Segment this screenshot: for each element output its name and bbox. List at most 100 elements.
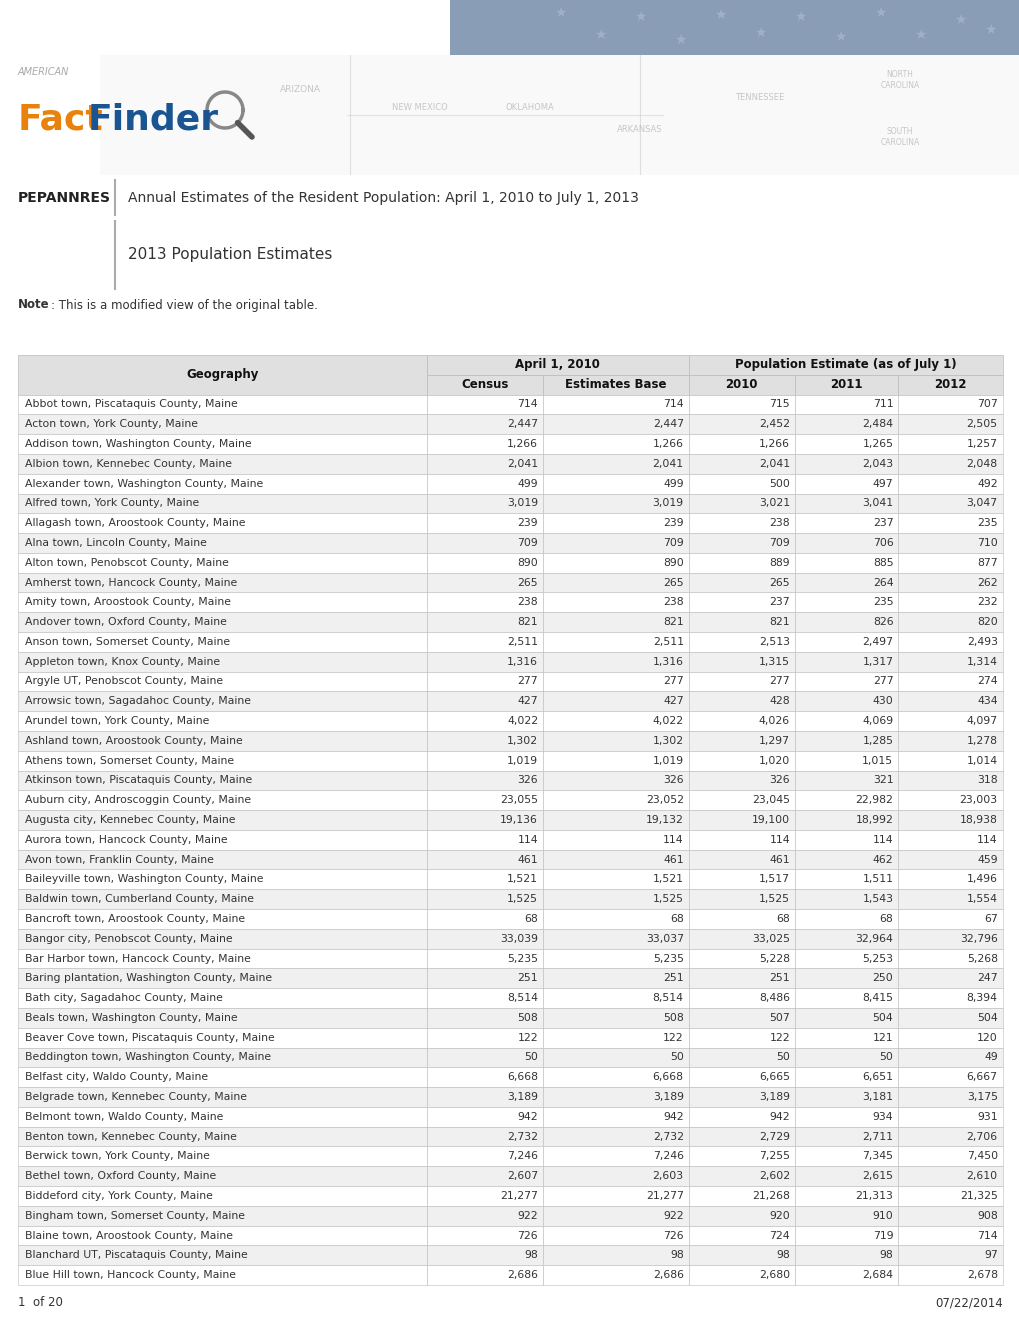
Bar [542,692,688,711]
Text: Andover town, Oxford County, Maine: Andover town, Oxford County, Maine [25,618,227,627]
Text: 264: 264 [872,578,893,587]
Text: 22,982: 22,982 [855,795,893,805]
Text: 2,706: 2,706 [966,1131,997,1142]
Text: ARIZONA: ARIZONA [279,86,320,95]
Bar [794,1107,898,1127]
Bar [688,1206,794,1226]
Bar [898,909,1002,929]
Bar [898,553,1002,573]
Text: 508: 508 [517,1012,538,1023]
Bar [18,870,426,890]
Bar [794,1127,898,1147]
Text: 5,235: 5,235 [506,953,538,964]
Text: 32,796: 32,796 [959,933,997,944]
Bar [542,1088,688,1107]
Text: 23,003: 23,003 [959,795,997,805]
Text: 2,511: 2,511 [652,638,683,647]
Bar [688,533,794,553]
Bar [794,1246,898,1265]
Text: SOUTH
CAROLINA: SOUTH CAROLINA [879,127,919,147]
Text: 3,047: 3,047 [966,499,997,508]
Bar [794,890,898,909]
Bar [794,434,898,454]
Text: 3,189: 3,189 [758,1092,790,1102]
Bar [794,830,898,850]
Bar [542,850,688,870]
Text: 33,037: 33,037 [645,933,683,944]
Text: Argyle UT, Penobscot County, Maine: Argyle UT, Penobscot County, Maine [25,676,223,686]
Text: Blanchard UT, Piscataquis County, Maine: Blanchard UT, Piscataquis County, Maine [25,1250,248,1261]
Text: 2,686: 2,686 [652,1270,683,1280]
Text: 5,268: 5,268 [966,953,997,964]
Text: 504: 504 [872,1012,893,1023]
Bar [898,711,1002,731]
Text: 277: 277 [662,676,683,686]
Text: 2,511: 2,511 [506,638,538,647]
Text: 4,022: 4,022 [506,715,538,726]
Bar [898,593,1002,612]
Bar [18,632,426,652]
Text: 265: 265 [517,578,538,587]
Text: Beals town, Washington County, Maine: Beals town, Washington County, Maine [25,1012,237,1023]
Bar [18,573,426,593]
Text: 21,277: 21,277 [499,1191,538,1201]
Text: 07/22/2014: 07/22/2014 [934,1296,1002,1309]
Text: 2,447: 2,447 [506,420,538,429]
Bar [898,1206,1002,1226]
Bar [426,513,542,533]
Text: 2,513: 2,513 [758,638,790,647]
Text: 1,496: 1,496 [966,874,997,884]
Bar [688,454,794,474]
Text: 1,019: 1,019 [652,755,683,766]
Bar [688,1167,794,1187]
Text: ★: ★ [593,28,605,42]
Bar [426,672,542,692]
Text: 232: 232 [976,598,997,607]
Bar [688,751,794,771]
Bar [898,632,1002,652]
Bar [426,711,542,731]
Bar [794,810,898,830]
Bar [426,375,542,395]
Bar [542,612,688,632]
Text: 21,313: 21,313 [855,1191,893,1201]
Bar [18,830,426,850]
Bar [898,573,1002,593]
Text: 1,266: 1,266 [652,440,683,449]
Bar [898,513,1002,533]
Text: 19,132: 19,132 [645,814,683,825]
Bar [794,1187,898,1206]
Text: 7,450: 7,450 [966,1151,997,1162]
Bar [898,1048,1002,1068]
Text: Auburn city, Androscoggin County, Maine: Auburn city, Androscoggin County, Maine [25,795,251,805]
Text: 3,019: 3,019 [506,499,538,508]
Text: 885: 885 [872,558,893,568]
Bar [18,949,426,969]
Bar [794,692,898,711]
Text: 706: 706 [872,539,893,548]
Bar [542,909,688,929]
Text: Bancroft town, Aroostook County, Maine: Bancroft town, Aroostook County, Maine [25,913,246,924]
Text: 238: 238 [662,598,683,607]
Bar [426,989,542,1008]
Text: Abbot town, Piscataquis County, Maine: Abbot town, Piscataquis County, Maine [25,400,237,409]
Bar [542,414,688,434]
Bar [688,949,794,969]
Text: 8,486: 8,486 [758,993,790,1003]
Bar [898,830,1002,850]
Text: 910: 910 [872,1210,893,1221]
Text: Biddeford city, York County, Maine: Biddeford city, York County, Maine [25,1191,213,1201]
Bar [688,672,794,692]
Bar [688,395,794,414]
Bar [688,1147,794,1167]
Text: 251: 251 [662,973,683,983]
Bar [542,791,688,810]
Bar [898,474,1002,494]
Text: 21,325: 21,325 [959,1191,997,1201]
Bar [18,1187,426,1206]
Bar [794,731,898,751]
Text: 250: 250 [872,973,893,983]
Text: 8,514: 8,514 [506,993,538,1003]
Bar [688,850,794,870]
Text: 709: 709 [662,539,683,548]
